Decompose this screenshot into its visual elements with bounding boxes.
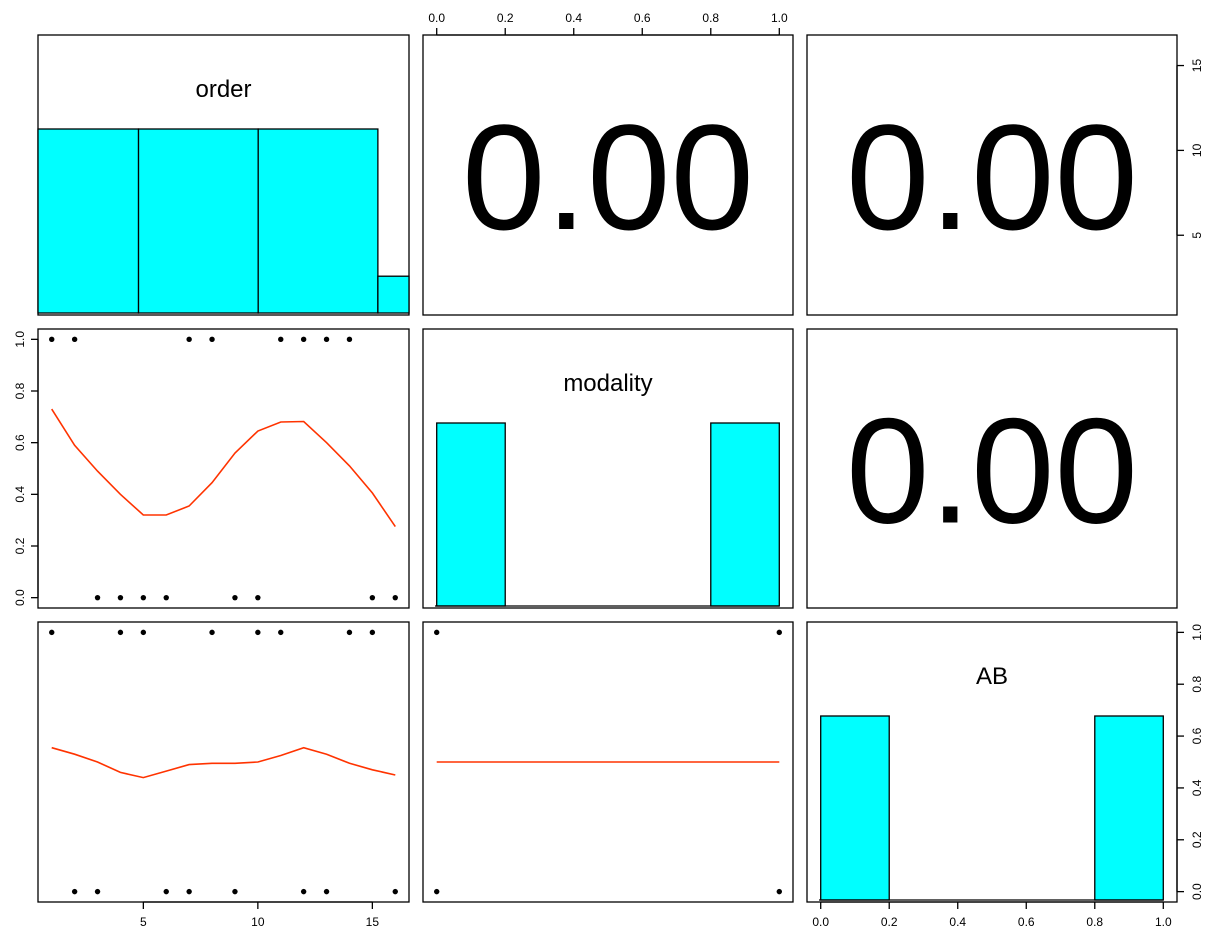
scatter-point xyxy=(323,888,330,895)
y-tick-label: 1.0 xyxy=(1190,624,1204,641)
x-tick-label: 0.4 xyxy=(949,915,966,929)
scatter-point xyxy=(369,629,376,636)
scatter-point xyxy=(71,336,78,343)
scatter-point xyxy=(776,888,782,895)
scatter-point xyxy=(434,888,440,895)
histogram-bar xyxy=(37,128,140,314)
scatter-point xyxy=(369,594,376,601)
scatter-point xyxy=(392,888,398,895)
correlation-value: 0.00 xyxy=(462,93,754,261)
histogram-bar xyxy=(820,715,890,901)
panel-frame xyxy=(422,621,794,903)
x-tick-label: 0.8 xyxy=(702,11,719,25)
panel-frame xyxy=(422,328,794,609)
variable-label: modality xyxy=(563,370,652,397)
x-tick-label: 1.0 xyxy=(771,11,788,25)
scatter-point xyxy=(117,594,124,601)
scatter-point xyxy=(140,629,147,636)
x-tick-label: 0.0 xyxy=(428,11,445,25)
scatter-point xyxy=(232,594,238,601)
correlation-value: 0.00 xyxy=(846,93,1138,261)
y-tick-label: 0.6 xyxy=(1190,727,1204,744)
scatter-point xyxy=(186,336,192,343)
y-tick-label: 0.4 xyxy=(1190,779,1204,796)
scatter-point xyxy=(209,336,215,343)
y-tick-label: 0.0 xyxy=(13,589,27,606)
correlation-value: 0.00 xyxy=(846,387,1138,555)
scatter-point xyxy=(94,594,101,601)
scatter-point xyxy=(49,629,55,636)
histogram-bar xyxy=(1094,715,1164,901)
histogram-bar xyxy=(436,422,506,607)
y-tick-label: 0.0 xyxy=(1190,883,1204,900)
histogram-bar xyxy=(137,128,259,314)
x-tick-label: 5 xyxy=(140,915,147,929)
scatter-point xyxy=(232,888,238,895)
scatter-point xyxy=(209,629,215,636)
scatter-point xyxy=(346,629,353,636)
scatter-point xyxy=(71,888,78,895)
scatter-point xyxy=(278,629,284,636)
y-tick-label: 0.2 xyxy=(13,537,27,554)
scatter-point xyxy=(300,336,307,343)
scatter-point xyxy=(186,888,192,895)
scatter-point xyxy=(323,336,330,343)
y-tick-label: 0.8 xyxy=(1190,676,1204,693)
variable-label: AB xyxy=(976,663,1008,690)
x-tick-label: 0.6 xyxy=(634,11,651,25)
x-tick-label: 0.4 xyxy=(565,11,582,25)
smoother-line xyxy=(51,746,396,779)
scatter-point xyxy=(94,888,101,895)
scatter-point xyxy=(255,629,261,636)
scatter-point xyxy=(163,594,169,601)
y-tick-label: 0.2 xyxy=(1190,831,1204,848)
histogram-bar xyxy=(377,275,410,314)
y-tick-label: 10 xyxy=(1190,143,1204,157)
x-tick-label: 10 xyxy=(251,915,265,929)
x-tick-label: 0.8 xyxy=(1086,915,1103,929)
scatter-point xyxy=(163,888,169,895)
panel-frame xyxy=(37,621,410,903)
panel-frame xyxy=(806,328,1178,609)
x-tick-label: 1.0 xyxy=(1155,915,1172,929)
y-tick-label: 5 xyxy=(1190,232,1204,239)
y-tick-label: 0.6 xyxy=(13,434,27,451)
scatter-point xyxy=(434,629,440,636)
smoother-line xyxy=(51,408,396,528)
x-tick-label: 0.2 xyxy=(881,915,898,929)
scatter-point xyxy=(300,888,307,895)
scatter-point xyxy=(776,629,782,636)
histogram-bar xyxy=(710,422,780,607)
scatter-point xyxy=(49,336,55,343)
scatter-point xyxy=(255,594,261,601)
x-tick-label: 0.6 xyxy=(1018,915,1035,929)
x-tick-label: 15 xyxy=(366,915,380,929)
y-tick-label: 0.4 xyxy=(13,486,27,503)
y-tick-label: 1.0 xyxy=(13,331,27,348)
scatter-point xyxy=(278,336,284,343)
scatter-point xyxy=(346,336,353,343)
scatter-point xyxy=(117,629,124,636)
scatter-point xyxy=(140,594,147,601)
histogram-bar xyxy=(257,128,379,314)
y-tick-label: 0.8 xyxy=(13,382,27,399)
scatter-point xyxy=(392,594,398,601)
x-tick-label: 0.2 xyxy=(497,11,514,25)
x-tick-label: 0.0 xyxy=(812,915,829,929)
variable-label: order xyxy=(195,76,251,103)
y-tick-label: 15 xyxy=(1190,59,1204,73)
